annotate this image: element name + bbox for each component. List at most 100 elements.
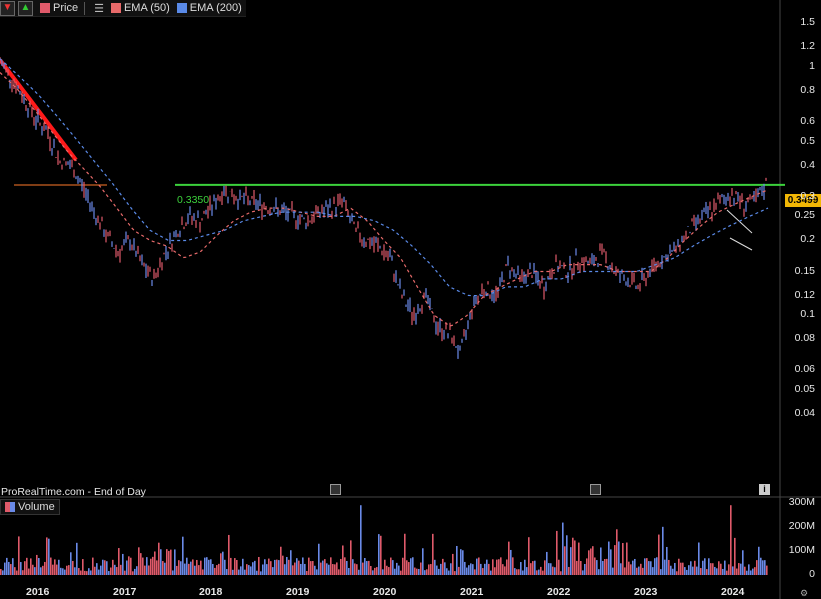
- volume-bar: [600, 547, 602, 575]
- settings-icon[interactable]: ⚙: [800, 588, 809, 598]
- volume-bars: [0, 498, 781, 599]
- ema50-line: [0, 72, 769, 327]
- volume-bar: [362, 562, 364, 575]
- volume-bar: [114, 564, 116, 575]
- volume-bar: [364, 558, 366, 575]
- volume-bar: [358, 569, 360, 575]
- volume-bar: [128, 556, 130, 575]
- volume-bar: [562, 522, 564, 575]
- volume-bar: [220, 553, 222, 575]
- volume-bar: [30, 558, 32, 575]
- calendar-icon[interactable]: [330, 484, 341, 495]
- legend-ema200[interactable]: EMA (200): [173, 2, 242, 14]
- volume-bar: [560, 571, 562, 575]
- volume-bar: [574, 540, 576, 575]
- volume-bar: [488, 563, 490, 575]
- volume-bar: [6, 557, 8, 575]
- volume-bar: [368, 560, 370, 575]
- volume-bar: [136, 566, 138, 575]
- volume-bar: [344, 557, 346, 575]
- volume-bar: [134, 568, 136, 575]
- volume-tick-label: 300M: [788, 495, 815, 508]
- volume-bar: [710, 563, 712, 575]
- volume-bar: [246, 564, 248, 575]
- volume-bar: [564, 546, 566, 575]
- volume-legend[interactable]: Volume: [0, 499, 60, 515]
- volume-bar: [342, 545, 344, 575]
- volume-bar: [602, 560, 604, 575]
- volume-bar: [140, 553, 142, 575]
- volume-bar: [592, 546, 594, 575]
- volume-bar: [700, 568, 702, 575]
- volume-bar: [208, 559, 210, 575]
- volume-bar: [48, 538, 50, 575]
- volume-bar: [240, 566, 242, 575]
- volume-bar: [90, 570, 92, 575]
- volume-bar: [400, 570, 402, 575]
- price-tick-label: 0.04: [794, 406, 815, 419]
- volume-bar: [642, 567, 644, 575]
- volume-bar: [418, 568, 420, 575]
- volume-bar: [160, 549, 162, 575]
- volume-bar: [532, 561, 534, 575]
- arrow-up-icon[interactable]: ▲: [18, 0, 33, 16]
- volume-bar: [390, 557, 392, 575]
- volume-bar: [750, 570, 752, 575]
- ema50-swatch: [110, 3, 121, 13]
- volume-bar: [158, 542, 160, 575]
- volume-bar: [142, 557, 144, 575]
- volume-bar: [594, 557, 596, 575]
- volume-chart[interactable]: [0, 498, 821, 599]
- volume-bar: [548, 563, 550, 575]
- volume-bar: [516, 569, 518, 575]
- volume-bar: [646, 558, 648, 575]
- trend-lines: [0, 58, 785, 251]
- time-tick-label: 2022: [547, 586, 571, 598]
- arrow-down-icon[interactable]: ▼: [0, 0, 15, 16]
- volume-bar: [650, 561, 652, 575]
- volume-bar: [286, 556, 288, 575]
- volume-bar: [60, 567, 62, 575]
- volume-bar: [718, 561, 720, 575]
- volume-bar: [132, 571, 134, 575]
- time-tick-label: 2017: [113, 586, 137, 598]
- price-chart[interactable]: [0, 0, 821, 498]
- volume-bar: [704, 558, 706, 575]
- volume-bar: [638, 566, 640, 575]
- volume-bar: [428, 564, 430, 575]
- volume-bar: [154, 551, 156, 575]
- volume-bar: [572, 537, 574, 575]
- calendar-icon[interactable]: [590, 484, 601, 495]
- volume-bar: [726, 570, 728, 575]
- volume-bar: [552, 566, 554, 575]
- volume-bar: [372, 570, 374, 575]
- volume-bar: [756, 560, 758, 575]
- volume-bar: [580, 560, 582, 575]
- list-menu-icon[interactable]: ☰: [94, 2, 104, 15]
- price-tick-label: 1: [809, 60, 815, 72]
- volume-bar: [80, 570, 82, 575]
- legend-price[interactable]: Price: [36, 2, 78, 14]
- volume-bar: [582, 570, 584, 575]
- info-icon[interactable]: i: [759, 484, 770, 495]
- volume-bar: [18, 536, 20, 575]
- volume-bar: [538, 569, 540, 575]
- volume-bar: [766, 565, 768, 575]
- volume-bar: [628, 561, 630, 575]
- volume-bar: [282, 555, 284, 575]
- volume-bar: [232, 569, 234, 575]
- volume-bar: [586, 558, 588, 575]
- volume-bar: [38, 558, 40, 575]
- volume-bar: [712, 563, 714, 575]
- volume-bar: [410, 558, 412, 575]
- volume-bar: [408, 562, 410, 575]
- volume-bar: [764, 560, 766, 575]
- legend-ema50[interactable]: EMA (50): [107, 2, 170, 14]
- volume-bar: [388, 567, 390, 575]
- volume-bar: [442, 558, 444, 575]
- volume-bar: [56, 564, 58, 575]
- volume-bar: [526, 567, 528, 575]
- price-tick-label: 0.4: [800, 158, 815, 171]
- data-source-label: ProRealTime.com - End of Day: [1, 486, 146, 498]
